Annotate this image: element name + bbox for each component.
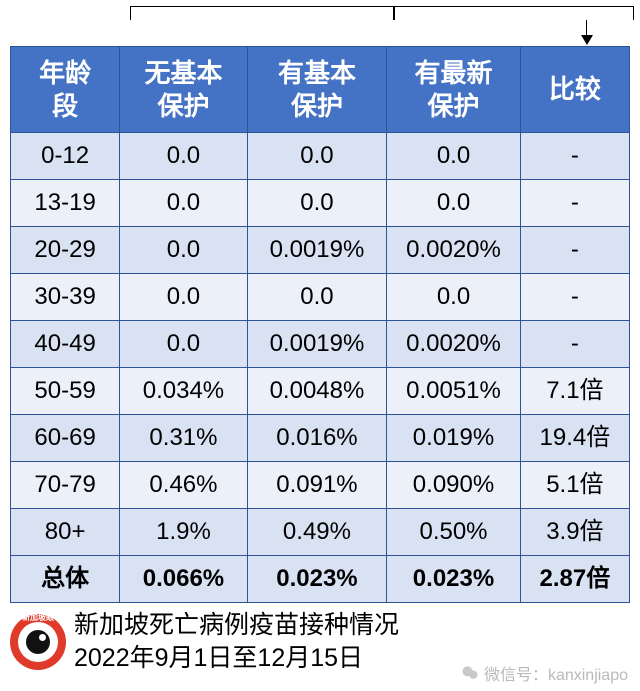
table-cell: 0.0	[247, 133, 387, 180]
table-row: 70-790.46%0.091%0.090%5.1倍	[11, 462, 630, 509]
table-header-cell: 年龄段	[11, 47, 120, 133]
table-header-cell: 比较	[520, 47, 629, 133]
table-cell: 0.31%	[120, 415, 247, 462]
table-cell: 13-19	[11, 180, 120, 227]
bracket-stem	[586, 20, 588, 36]
table-cell: 0.49%	[247, 509, 387, 556]
table-cell: 0.0019%	[247, 227, 387, 274]
table-cell: 0.091%	[247, 462, 387, 509]
table-row: 20-290.00.0019%0.0020%-	[11, 227, 630, 274]
table-cell: 0.0051%	[387, 368, 521, 415]
table-cell: 20-29	[11, 227, 120, 274]
table-cell: 0.0	[120, 133, 247, 180]
table-header-cell: 有最新保护	[387, 47, 521, 133]
table-cell: -	[520, 227, 629, 274]
bracket-left	[130, 6, 395, 20]
table-cell: 0.0	[387, 274, 521, 321]
table-cell: 40-49	[11, 321, 120, 368]
table-cell: 0.0	[247, 274, 387, 321]
caption-line-2: 2022年9月1日至12月15日	[74, 642, 399, 675]
table-cell: 0.0020%	[387, 227, 521, 274]
table-header-row: 年龄段无基本保护有基本保护有最新保护比较	[11, 47, 630, 133]
wechat-watermark: 微信号：kanxinjiapo	[460, 661, 628, 685]
table-cell: 5.1倍	[520, 462, 629, 509]
table-cell: 0.0	[120, 321, 247, 368]
table-cell: -	[520, 180, 629, 227]
table-cell: 0.0020%	[387, 321, 521, 368]
caption-line-1: 新加坡死亡病例疫苗接种情况	[74, 609, 399, 642]
table-cell: 0.023%	[247, 556, 387, 603]
table-cell: 0.50%	[387, 509, 521, 556]
logo-label: 新加坡眼	[22, 612, 54, 623]
table-cell: 0.019%	[387, 415, 521, 462]
bracket-annotation	[0, 0, 640, 46]
table-row: 30-390.00.00.0-	[11, 274, 630, 321]
table-cell: 50-59	[11, 368, 120, 415]
table-cell: -	[520, 321, 629, 368]
table-cell: -	[520, 274, 629, 321]
table-row: 总体0.066%0.023%0.023%2.87倍	[11, 556, 630, 603]
table-cell: 60-69	[11, 415, 120, 462]
arrow-down-icon	[581, 35, 593, 45]
table-row: 60-690.31%0.016%0.019%19.4倍	[11, 415, 630, 462]
table-cell: 0-12	[11, 133, 120, 180]
table-cell: 30-39	[11, 274, 120, 321]
wechat-icon	[460, 663, 480, 683]
table-cell: 0.0	[387, 133, 521, 180]
table-cell: 0.46%	[120, 462, 247, 509]
table-cell: 1.9%	[120, 509, 247, 556]
table-header-cell: 有基本保护	[247, 47, 387, 133]
table-row: 50-590.034%0.0048%0.0051%7.1倍	[11, 368, 630, 415]
table-cell: 0.0	[387, 180, 521, 227]
table-cell: 0.034%	[120, 368, 247, 415]
table-cell: 7.1倍	[520, 368, 629, 415]
table-cell: 0.016%	[247, 415, 387, 462]
table-cell: 3.9倍	[520, 509, 629, 556]
table-row: 80+1.9%0.49%0.50%3.9倍	[11, 509, 630, 556]
table-body: 0-120.00.00.0-13-190.00.00.0-20-290.00.0…	[11, 133, 630, 603]
table-cell: 0.0	[120, 180, 247, 227]
table-cell: 0.023%	[387, 556, 521, 603]
table-cell: 0.0	[120, 274, 247, 321]
table-cell: 0.0019%	[247, 321, 387, 368]
table-cell: 70-79	[11, 462, 120, 509]
table-cell: 80+	[11, 509, 120, 556]
table-cell: 0.0048%	[247, 368, 387, 415]
table-cell: 0.066%	[120, 556, 247, 603]
table-row: 0-120.00.00.0-	[11, 133, 630, 180]
logo-icon: 新加坡眼	[10, 614, 66, 670]
caption-text: 新加坡死亡病例疫苗接种情况 2022年9月1日至12月15日	[74, 609, 399, 674]
table-row: 40-490.00.0019%0.0020%-	[11, 321, 630, 368]
wechat-label: 微信号：kanxinjiapo	[484, 661, 628, 685]
table-header-cell: 无基本保护	[120, 47, 247, 133]
table-cell: 总体	[11, 556, 120, 603]
table-cell: 2.87倍	[520, 556, 629, 603]
data-table: 年龄段无基本保护有基本保护有最新保护比较 0-120.00.00.0-13-19…	[10, 46, 630, 603]
table-cell: 0.090%	[387, 462, 521, 509]
table-cell: 19.4倍	[520, 415, 629, 462]
table-row: 13-190.00.00.0-	[11, 180, 630, 227]
table-cell: -	[520, 133, 629, 180]
table-cell: 0.0	[120, 227, 247, 274]
table-cell: 0.0	[247, 180, 387, 227]
bracket-right	[394, 6, 634, 20]
